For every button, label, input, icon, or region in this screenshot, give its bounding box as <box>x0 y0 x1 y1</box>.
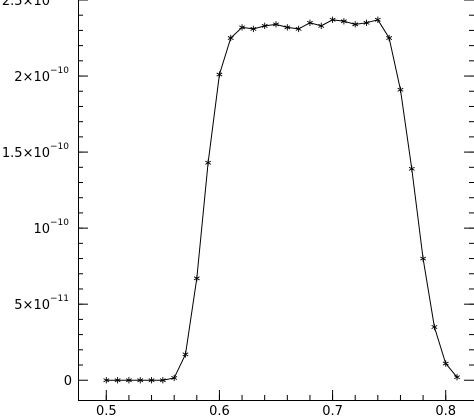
data-point <box>239 24 246 31</box>
y-tick-label: 2×10 <box>14 70 50 85</box>
data-point <box>227 34 234 42</box>
data-point <box>329 16 336 23</box>
data-point <box>148 377 155 384</box>
data-point <box>374 16 381 23</box>
data-point <box>352 21 359 28</box>
data-point <box>137 377 144 384</box>
data-point <box>159 377 166 384</box>
data-point <box>397 86 404 93</box>
data-point <box>193 275 200 282</box>
y-tick-label: 0 <box>64 374 72 389</box>
y-tick-exponent: −10 <box>50 218 69 228</box>
y-tick-label: 10 <box>33 222 50 237</box>
plot-border <box>78 0 474 401</box>
y-tick-label: 5×10 <box>14 298 50 313</box>
data-point <box>182 351 189 358</box>
data-point <box>205 159 212 166</box>
x-tick-label: 0.7 <box>322 404 343 417</box>
x-tick-label: 0.5 <box>96 404 117 417</box>
series-line <box>106 19 458 381</box>
y-tick-exponent: −10 <box>50 142 69 152</box>
data-point <box>103 377 110 384</box>
plot-frame <box>78 0 474 401</box>
y-tick-exponent: −10 <box>50 66 69 76</box>
data-point <box>295 25 302 33</box>
data-point <box>125 377 132 384</box>
data-point <box>261 22 268 30</box>
x-axis: 0.5 0.6 0.7 0.8 <box>96 390 456 417</box>
data-point <box>318 22 325 30</box>
data-point <box>420 255 427 262</box>
x-tick-label: 0.6 <box>209 404 230 417</box>
data-point <box>306 19 313 27</box>
y-tick-exponent: −11 <box>50 294 69 304</box>
data-point <box>216 71 223 78</box>
y-tick-label: 1.5×10 <box>2 146 50 161</box>
data-point <box>363 19 370 27</box>
data-point <box>454 373 461 381</box>
data-point <box>250 25 257 33</box>
data-point <box>340 18 347 25</box>
data-point <box>408 165 415 173</box>
data-point <box>284 24 291 31</box>
x-tick-label: 0.8 <box>435 404 456 417</box>
data-point <box>114 377 121 384</box>
data-point <box>442 360 449 367</box>
data-point <box>386 34 393 42</box>
data-point <box>431 323 438 331</box>
data-point <box>171 374 178 382</box>
series <box>103 16 461 384</box>
y-tick-label: 2.5×10 <box>2 0 50 9</box>
data-point <box>273 21 279 28</box>
